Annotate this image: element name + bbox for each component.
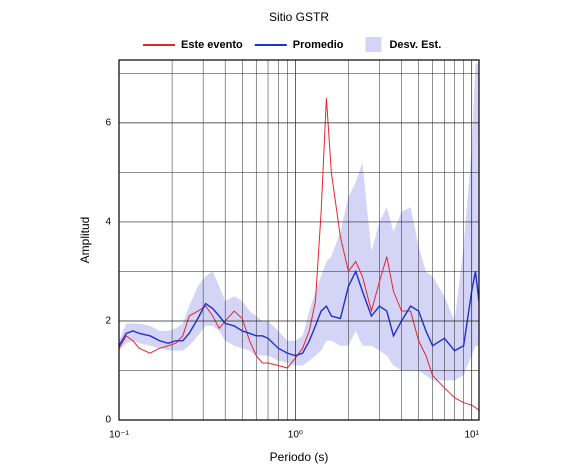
- plot-area: [119, 60, 479, 420]
- std-band: [119, 63, 479, 381]
- x-tick-label: 10¹: [464, 430, 479, 441]
- y-tick-label: 0: [105, 415, 111, 426]
- series-line: [119, 269, 479, 357]
- legend-swatch: [365, 37, 382, 52]
- y-tick-label: 2: [105, 316, 111, 327]
- x-axis-label: Periodo (s): [270, 450, 329, 464]
- y-axis-label: Amplitud: [78, 217, 92, 264]
- chart-title: Sitio GSTR: [269, 10, 329, 24]
- x-tick-label: 10⁰: [288, 430, 303, 441]
- legend-label: Desv. Est.: [389, 39, 441, 51]
- series-line: [119, 98, 479, 411]
- y-tick-label: 4: [105, 217, 111, 228]
- legend-label: Este evento: [181, 39, 243, 51]
- plot-frame: [118, 59, 480, 421]
- x-tick-label: 10⁻¹: [109, 430, 129, 441]
- y-tick-label: 6: [105, 118, 111, 129]
- legend-label: Promedio: [293, 39, 344, 51]
